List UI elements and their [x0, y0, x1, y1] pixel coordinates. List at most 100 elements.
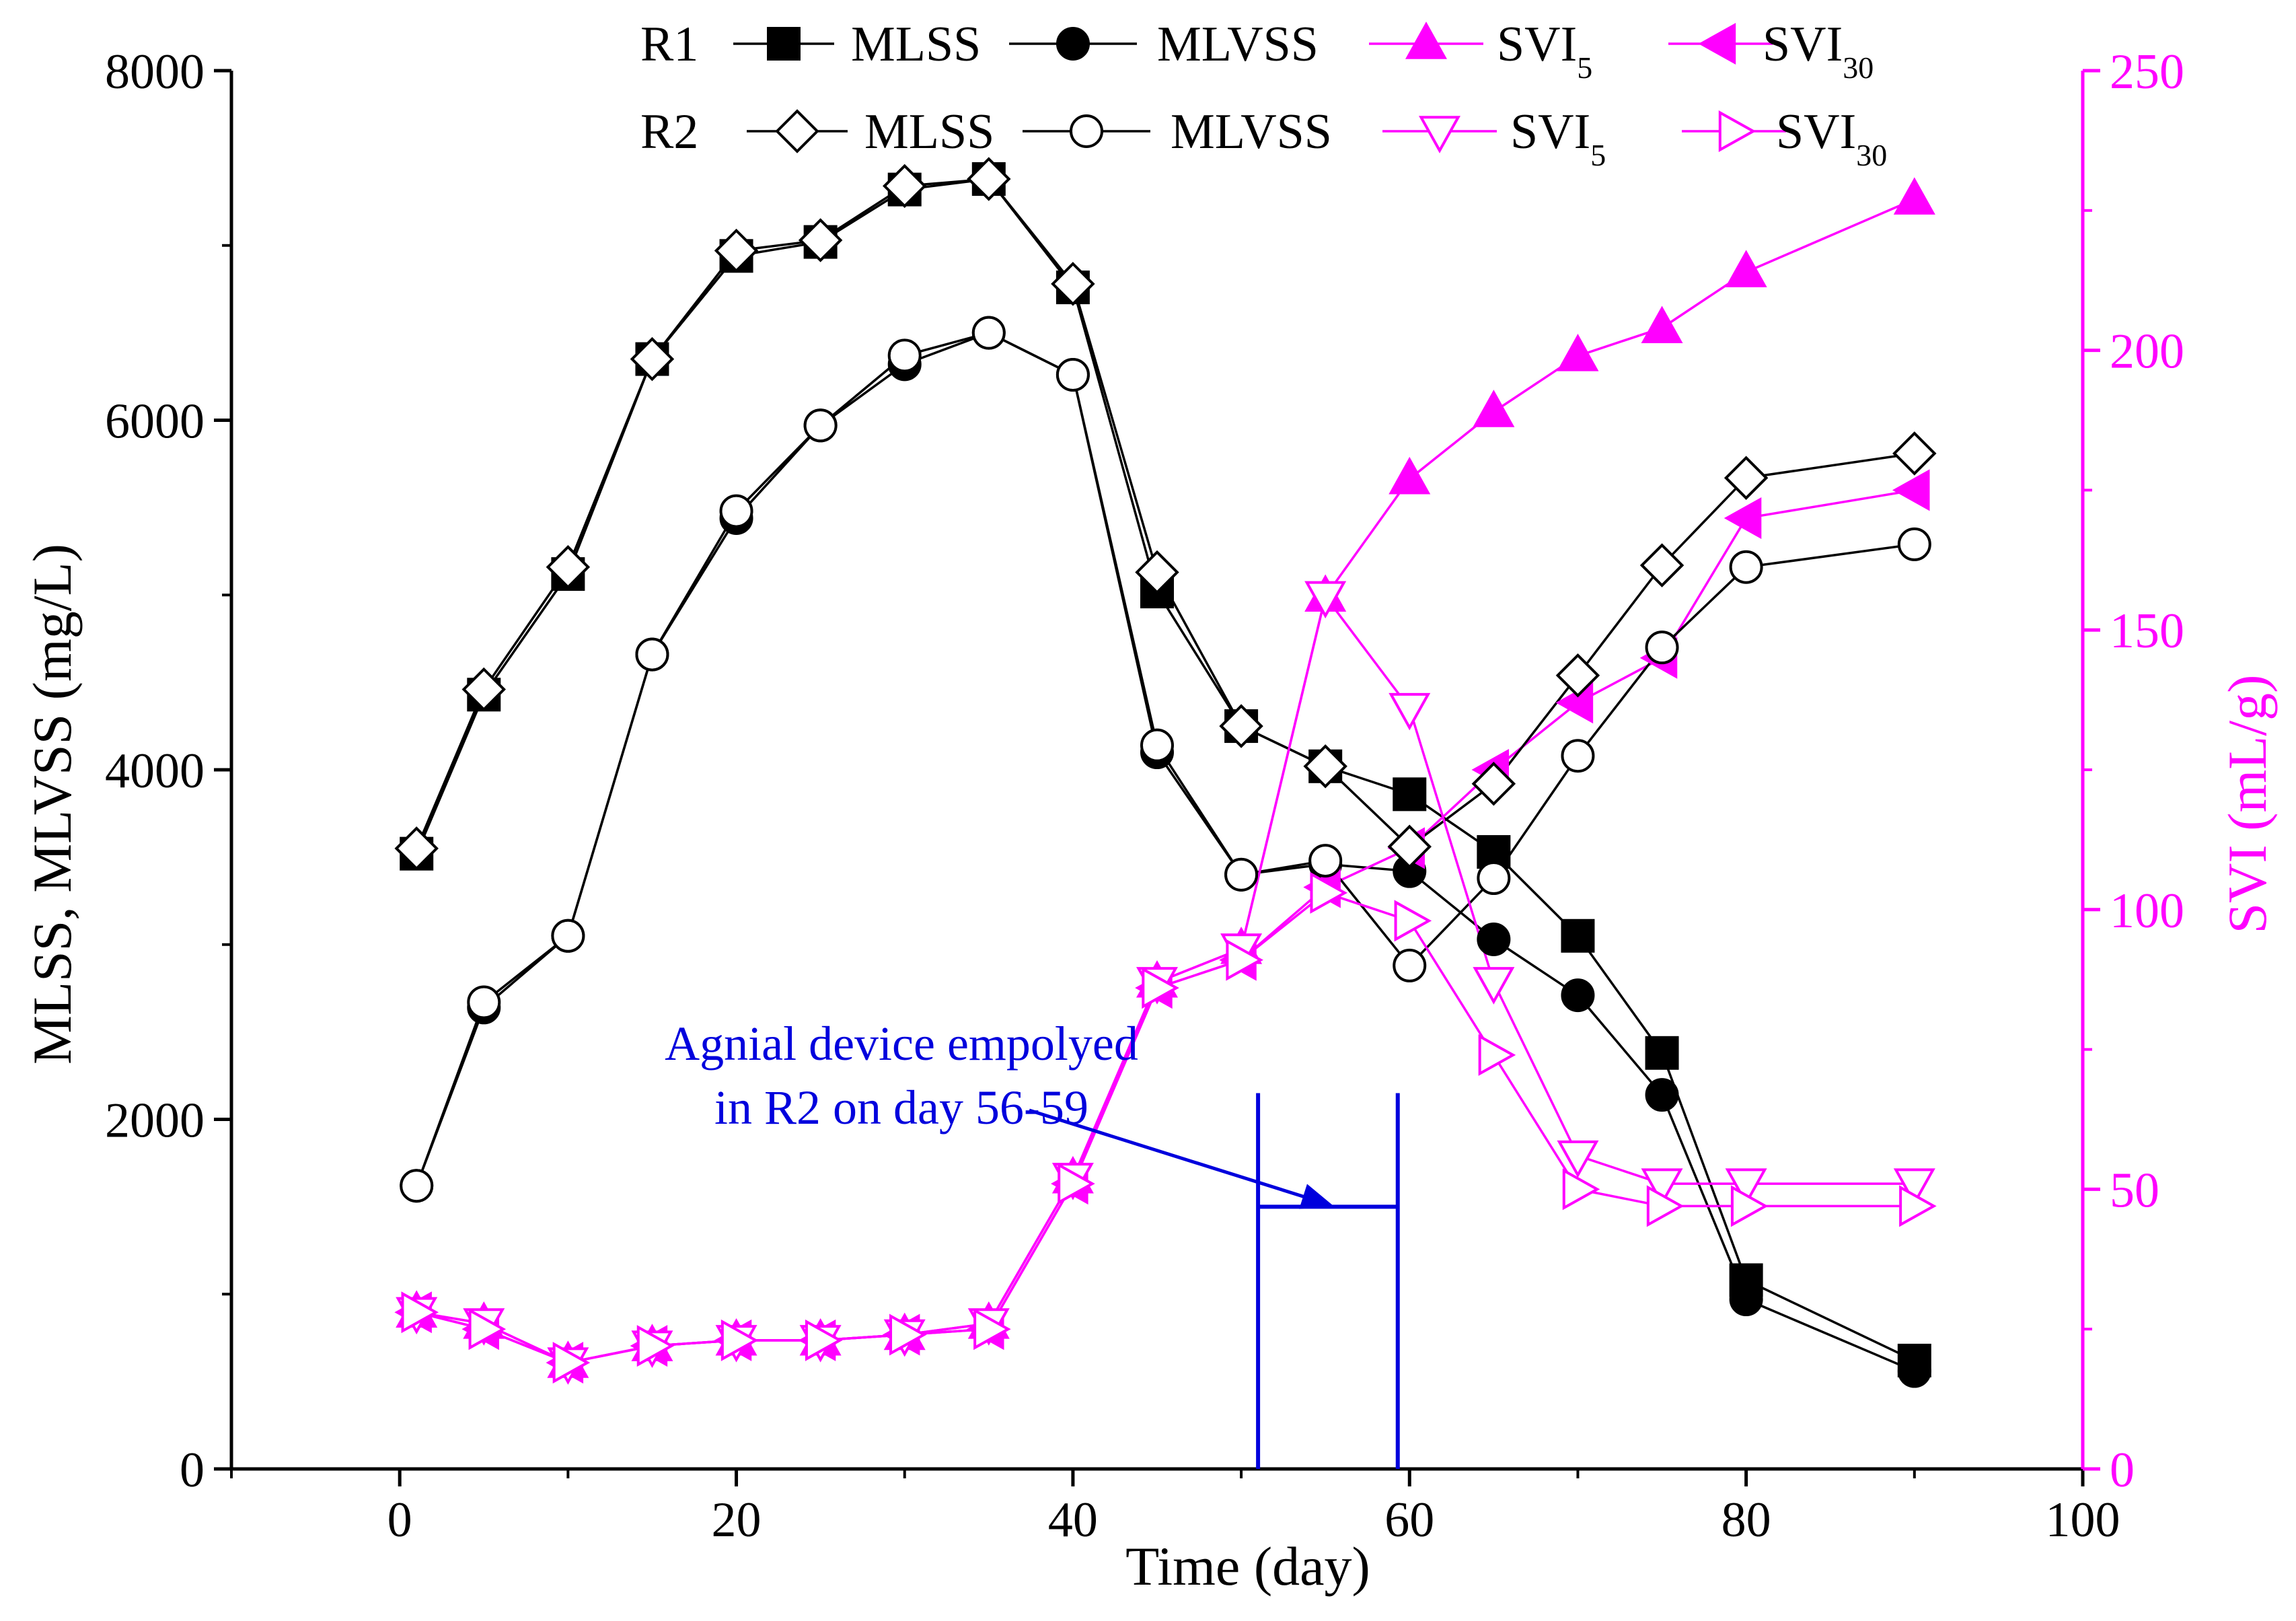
- x-tick-label: 0: [387, 1492, 412, 1548]
- series-line-r1-mlvss: [415, 331, 1915, 1373]
- legend-entry-subscript: 30: [1843, 50, 1874, 85]
- data-point-r2-mlvss: [1308, 844, 1343, 878]
- y-left-tick-label: 0: [180, 1443, 205, 1498]
- data-point-r2-mlvss: [1645, 631, 1679, 665]
- data-point-r1-svi5: [1473, 390, 1515, 427]
- data-point-r2-svi5: [1641, 1168, 1683, 1206]
- data-point-r2-mlss: [1135, 550, 1179, 595]
- legend-swatch-marker: [1718, 110, 1756, 153]
- legend-swatch-marker: [1405, 22, 1448, 59]
- data-point-r2-mlvss: [635, 637, 669, 672]
- data-point-r2-svi30: [1142, 967, 1179, 1009]
- y-left-tick-label: 4000: [105, 744, 205, 799]
- legend-swatch-marker: [775, 109, 819, 153]
- data-point-r2-mlvss: [887, 338, 922, 373]
- legend-reactor-label-1: R1: [640, 17, 698, 72]
- data-point-r1-svi5: [1641, 305, 1683, 344]
- data-point-r2-svi30: [1394, 900, 1432, 942]
- data-point-r2-mlss: [1639, 543, 1684, 587]
- x-axis-title: Time (day): [1125, 1536, 1370, 1597]
- series-line-r2-mlvss: [415, 331, 1915, 1186]
- annotation-text-line-2: in R2 on day 56-59: [714, 1081, 1088, 1134]
- data-point-r2-mlss: [1303, 744, 1347, 789]
- data-point-r1-mlss: [1561, 918, 1595, 953]
- data-point-r1-mlss: [1393, 777, 1427, 812]
- legend-entry-label: MLSS: [864, 104, 994, 159]
- data-point-r2-mlss: [1555, 653, 1600, 698]
- data-point-r2-mlss: [1051, 262, 1095, 306]
- data-point-r2-mlvss: [971, 316, 1006, 350]
- data-point-r2-svi5: [1473, 967, 1515, 1005]
- axes-ticks: 0 20 40 60 80 1000200040006000800005010015020…: [105, 44, 2184, 1548]
- data-point-r2-svi30: [973, 1308, 1011, 1350]
- data-point-r2-mlvss: [803, 408, 838, 443]
- legend-entry-label: MLVSS: [1157, 17, 1319, 72]
- data-point-r1-mlvss: [1477, 922, 1511, 956]
- data-point-r2-svi5: [1388, 692, 1431, 731]
- data-point-r2-mlss: [798, 218, 843, 262]
- y-right-axis-title: SVI (mL/g): [2217, 675, 2278, 934]
- legend-swatch-marker: [1418, 116, 1461, 153]
- data-point-r2-mlvss: [551, 918, 585, 953]
- data-point-r2-svi30: [1899, 1185, 1937, 1227]
- series-line-r2-mlss: [415, 178, 1915, 849]
- legend-swatch-marker: [1070, 114, 1103, 148]
- annotation-text-line-1: Agnial device empolyed: [665, 1017, 1138, 1071]
- data-point-r2-mlvss: [1224, 857, 1259, 892]
- legend-entry-label: SVI5: [1510, 104, 1606, 172]
- y-right-tick-label: 0: [2110, 1443, 2135, 1498]
- data-point-r2-svi30: [636, 1325, 675, 1367]
- data-point-r2-svi30: [1226, 939, 1263, 981]
- data-point-r1-svi30: [1892, 469, 1930, 511]
- data-point-r2-mlvss: [1393, 948, 1427, 982]
- legend-reactor-label-2: R2: [640, 104, 698, 159]
- data-point-r2-mlss: [394, 826, 439, 871]
- y-left-tick-label: 8000: [105, 44, 205, 100]
- data-point-r2-mlss: [1219, 704, 1263, 748]
- data-point-r2-mlss: [1387, 824, 1432, 869]
- data-point-r2-svi5: [1557, 1140, 1599, 1178]
- x-tick-label: 60: [1384, 1492, 1434, 1548]
- y-right-tick-label: 50: [2110, 1163, 2159, 1218]
- data-point-r2-mlvss: [400, 1169, 434, 1203]
- data-point-r2-mlvss: [1477, 861, 1511, 896]
- data-point-r1-svi30: [1724, 497, 1762, 539]
- data-point-r2-mlss: [630, 336, 675, 382]
- data-point-r1-svi5: [1557, 334, 1599, 371]
- y-right-tick-label: 150: [2110, 604, 2184, 659]
- y-left-tick-label: 6000: [105, 394, 205, 449]
- axes-frame: [229, 71, 2085, 1471]
- data-point-r2-mlss: [967, 157, 1011, 201]
- data-point-r2-mlss: [1724, 456, 1769, 500]
- data-point-r2-mlvss: [1897, 527, 1931, 561]
- data-point-r1-svi5: [1893, 177, 1935, 215]
- legend-entry-label: SVI30: [1776, 104, 1887, 172]
- legend-entry-subscript: 5: [1590, 138, 1606, 172]
- data-point-r2-mlvss: [467, 985, 501, 1019]
- legend-swatch-marker: [1698, 22, 1736, 65]
- legend-entry-subscript: 30: [1856, 138, 1887, 172]
- legend-swatch-marker: [1056, 27, 1090, 61]
- data-point-r2-svi30: [1478, 1034, 1516, 1076]
- legend-entry-label: SVI30: [1763, 17, 1874, 85]
- x-tick-label: 80: [1721, 1492, 1771, 1548]
- data-point-r2-mlss: [714, 228, 759, 273]
- data-point-r2-svi30: [1730, 1185, 1769, 1227]
- data-point-r2-mlvss: [1729, 550, 1763, 584]
- data-point-r2-mlvss: [1561, 739, 1595, 773]
- data-point-r2-mlss: [1892, 431, 1937, 476]
- data-point-r2-svi30: [805, 1319, 843, 1361]
- data-point-r1-mlvss: [1897, 1354, 1931, 1388]
- annotation-arrow-head: [1299, 1184, 1334, 1209]
- data-point-r2-svi30: [1058, 1163, 1095, 1205]
- legend-entry-subscript: 5: [1577, 50, 1592, 85]
- axis-labels: Time (day) MLSS, MLVSS (mg/L) SVI (mL/g): [22, 544, 2278, 1597]
- data-point-r2-mlss: [461, 667, 507, 712]
- y-right-tick-label: 200: [2110, 324, 2184, 380]
- data-point-r2-svi30: [1310, 871, 1348, 914]
- legend: R1 MLSS MLVSS SVI5 SVI30 R2 MLSS MLVSS SVI5 SVI30: [640, 17, 1887, 172]
- data-point-r2-svi30: [401, 1291, 439, 1334]
- data-point-r2-svi30: [468, 1308, 507, 1350]
- x-tick-label: 100: [2046, 1492, 2120, 1548]
